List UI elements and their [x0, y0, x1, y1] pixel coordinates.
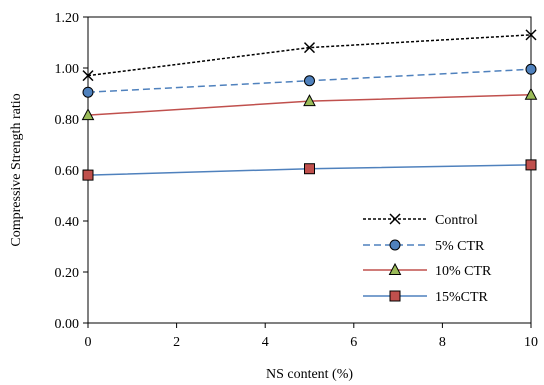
data-point-15-ctr	[304, 163, 315, 175]
x-tick-label: 2	[173, 335, 180, 350]
legend-label-control: Control	[435, 213, 478, 228]
series-5-ctr	[82, 63, 537, 98]
y-axis-title: Compressive Strength ratio	[9, 93, 24, 246]
data-point-5-ctr	[304, 75, 315, 87]
data-point-15-ctr	[525, 159, 537, 171]
x-tick-label: 0	[85, 335, 92, 350]
legend-entry-10-ctr: 10% CTR	[363, 262, 492, 279]
y-tick-label: 0.00	[55, 317, 80, 332]
y-tick-label: 0.40	[55, 215, 80, 230]
legend-label-5-ctr: 5% CTR	[435, 239, 485, 254]
legend-marker-5-ctr	[389, 239, 401, 251]
legend-entry-control: Control	[363, 213, 478, 228]
data-point-10-ctr	[303, 94, 316, 107]
y-tick-label: 0.20	[55, 266, 80, 281]
legend-label-10-ctr: 10% CTR	[435, 264, 492, 279]
x-axis-title: NS content (%)	[266, 367, 353, 382]
data-point-control	[82, 70, 94, 82]
legend-label-15-ctr: 15%CTR	[435, 290, 489, 305]
series-10-ctr	[81, 87, 538, 121]
legend-marker-control	[389, 213, 401, 225]
y-tick-label: 0.60	[55, 164, 80, 179]
legend-entry-15-ctr: 15%CTR	[363, 290, 489, 305]
data-point-10-ctr	[524, 87, 538, 100]
x-tick-label: 6	[350, 335, 357, 350]
axes: 0.00 0.20 0.40 0.60 0.80 1.00 1.20 0 2 4 6 8 10	[55, 11, 539, 350]
series-line-control	[87, 34, 532, 77]
data-point-5-ctr	[82, 86, 94, 98]
data-point-control	[303, 42, 316, 54]
x-tick-label: 10	[524, 335, 538, 350]
legend-marker-10-ctr	[388, 262, 402, 275]
data-point-10-ctr	[81, 108, 95, 121]
legend: Control 5% CTR 10% CTR 15%CTR	[363, 213, 492, 305]
y-tick-label: 0.80	[55, 113, 80, 128]
data-point-5-ctr	[525, 63, 537, 75]
data-point-15-ctr	[82, 169, 94, 181]
series-15-ctr	[82, 159, 537, 181]
legend-entry-5-ctr: 5% CTR	[363, 239, 485, 254]
x-tick-label: 4	[262, 335, 269, 350]
data-point-control	[525, 29, 537, 41]
legend-marker-15-ctr	[389, 290, 401, 302]
y-tick-label: 1.00	[55, 62, 80, 77]
series-layer	[81, 29, 538, 181]
x-tick-label: 8	[439, 335, 446, 350]
y-tick-label: 1.20	[55, 11, 80, 26]
series-control	[82, 29, 537, 82]
